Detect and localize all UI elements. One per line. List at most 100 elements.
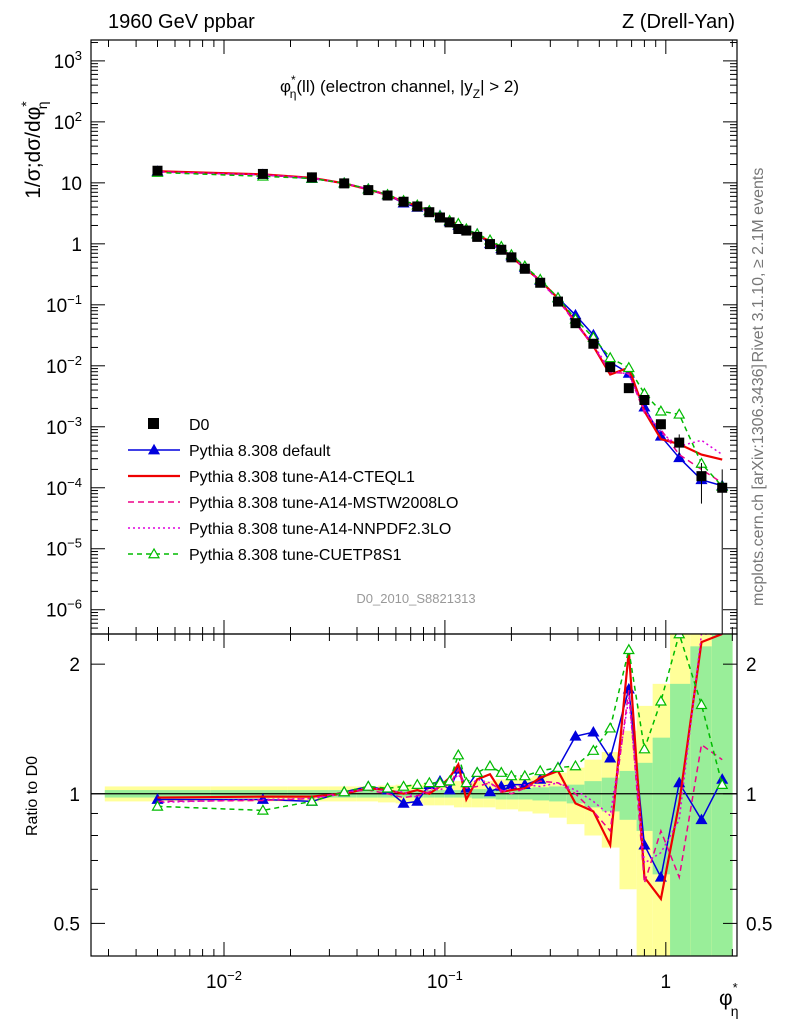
ratio-band-stat-23 — [619, 770, 637, 820]
ratio-series-0-point-7 — [411, 795, 424, 806]
ratio-series-4-point-26 — [673, 634, 686, 639]
ratio-band-stat-25 — [652, 737, 671, 875]
ratio-ytick-label-left-2: 2 — [69, 655, 80, 676]
main-ytick-label-1: 10−5 — [46, 536, 82, 561]
data-point-2 — [306, 172, 317, 183]
data-point-27 — [696, 471, 707, 482]
main-panel: 10−6 10−5 10−4 10−3 10−2 10−1 1 10 102 103 — [46, 39, 738, 635]
ratio-series-4-point-27 — [695, 698, 708, 710]
main-series-0-point-26 — [673, 451, 686, 463]
ratio-series-4-point-9 — [433, 776, 447, 788]
header-left: 1960 GeV ppbar — [108, 11, 255, 33]
xlabel-eta: η — [731, 1003, 739, 1019]
ratio-series-0-point-21 — [587, 725, 600, 737]
data-point-26 — [674, 437, 685, 448]
main-ytick-label-5: 10−1 — [46, 292, 82, 317]
legend-marker-1 — [147, 443, 161, 455]
main-ytick-label-8: 102 — [54, 109, 82, 134]
ratio-series-4-point-21 — [587, 744, 600, 755]
data-point-16 — [506, 252, 517, 263]
ratio-series-4-point-5 — [381, 782, 394, 793]
ratio-series-0-point-27 — [695, 813, 708, 825]
ratio-series-4-point-16 — [505, 769, 518, 781]
ratio-series-0-point-14 — [483, 785, 497, 797]
data-point-22 — [605, 362, 616, 373]
legend-marker-5 — [147, 547, 161, 559]
main-ytick-label-2: 10−4 — [46, 475, 82, 500]
legend-label-2: Pythia 8.308 tune-A14-CTEQL1 — [189, 469, 415, 486]
data-point-0 — [152, 165, 163, 176]
main-frame — [90, 39, 738, 635]
data-point-20 — [570, 318, 581, 329]
ratio-series-4-point-4 — [362, 780, 375, 791]
xtick-label-1: 10−1 — [427, 968, 463, 993]
ratio-frame — [90, 633, 738, 957]
xtick-label-2: 1 — [661, 972, 672, 993]
main-series-group — [151, 165, 729, 634]
ratio-series-4-point-7 — [411, 778, 424, 790]
x-axis-label: φ* η — [719, 980, 738, 1019]
main-series-4-point-25 — [654, 405, 667, 416]
xtick-label-0: 10−2 — [206, 968, 242, 993]
ratio-series-line-2 — [157, 690, 723, 884]
legend-label-5: Pythia 8.308 tune-CUETP8S1 — [189, 547, 402, 564]
ratio-series-4-point-24 — [638, 742, 651, 754]
ratio-series-4-point-11 — [452, 748, 465, 760]
ratio-series-4-point-10 — [443, 774, 456, 786]
ratio-y-axis-label: Ratio to D0 — [24, 756, 41, 836]
ratio-series-4-point-2 — [305, 795, 318, 806]
data-point-3 — [339, 178, 350, 189]
ratio-ytick-label-left-0: 0.5 — [54, 914, 80, 935]
ratio-series-4-point-18 — [534, 764, 547, 776]
main-ytick-label-0: 10−6 — [46, 597, 82, 622]
ratio-series-4-point-22 — [604, 721, 617, 733]
ylabel-main: 1/σ;dσ/dφ — [22, 107, 45, 199]
ratio-series-4-point-14 — [483, 759, 497, 771]
legend-label-0: D0 — [189, 417, 210, 434]
ratio-ytick-label-right-1: 1 — [746, 785, 757, 806]
y-axis-label: 1/σ;dσ/dφ*η — [18, 101, 50, 199]
data-point-24 — [639, 394, 650, 405]
ratio-band-stat-26 — [670, 683, 691, 956]
data-point-9 — [434, 212, 445, 223]
ratio-ytick-label-left-1: 1 — [69, 785, 80, 806]
main-series-4-point-22 — [604, 351, 617, 363]
ratio-series-4-point-20 — [569, 759, 582, 771]
ratio-series-4-point-12 — [460, 776, 473, 788]
ratio-ytick-label-right-0: 0.5 — [746, 914, 772, 935]
data-point-5 — [382, 190, 393, 201]
ratio-series-4-point-28 — [716, 778, 729, 790]
xlabel-star: * — [733, 980, 738, 995]
main-series-4-point-26 — [673, 408, 686, 419]
legend-label-3: Pythia 8.308 tune-A14-MSTW2008LO — [189, 495, 458, 512]
ratio-series-4-point-13 — [471, 766, 484, 777]
data-point-14 — [485, 239, 496, 250]
legend-label-1: Pythia 8.308 default — [189, 443, 331, 460]
legend-label-4: Pythia 8.308 tune-A14-NNPDF2.3LO — [189, 521, 451, 538]
ratio-series-0-point-10 — [443, 783, 456, 795]
ratio-series-4-point-17 — [518, 769, 531, 781]
main-ytick-label-7: 10 — [61, 174, 82, 195]
ratio-band-stat-27 — [690, 646, 712, 956]
ratio-series-4-point-6 — [397, 780, 410, 791]
data-point-25 — [655, 419, 666, 430]
main-ytick-label-4: 10−2 — [46, 353, 82, 378]
data-point-28 — [717, 482, 728, 493]
ratio-series-4-point-1 — [256, 804, 269, 815]
title-star: * — [291, 73, 296, 87]
data-point-1 — [257, 168, 268, 179]
data-point-11 — [453, 224, 464, 235]
ratio-series-4-point-3 — [338, 785, 351, 797]
header-right: Z (Drell-Yan) — [622, 11, 735, 33]
ratio-series-0-point-20 — [569, 730, 582, 741]
ratio-band-stat-28 — [711, 634, 733, 956]
ratio-series-4-point-19 — [551, 761, 565, 772]
data-point-7 — [412, 201, 423, 212]
title-eta: η — [290, 87, 297, 101]
title-end: | > 2) — [480, 77, 519, 96]
main-ytick-label-9: 103 — [54, 48, 82, 73]
title-phi: φ — [280, 77, 291, 96]
data-point-12 — [461, 225, 472, 236]
ratio-series-0-point-22 — [604, 751, 617, 763]
